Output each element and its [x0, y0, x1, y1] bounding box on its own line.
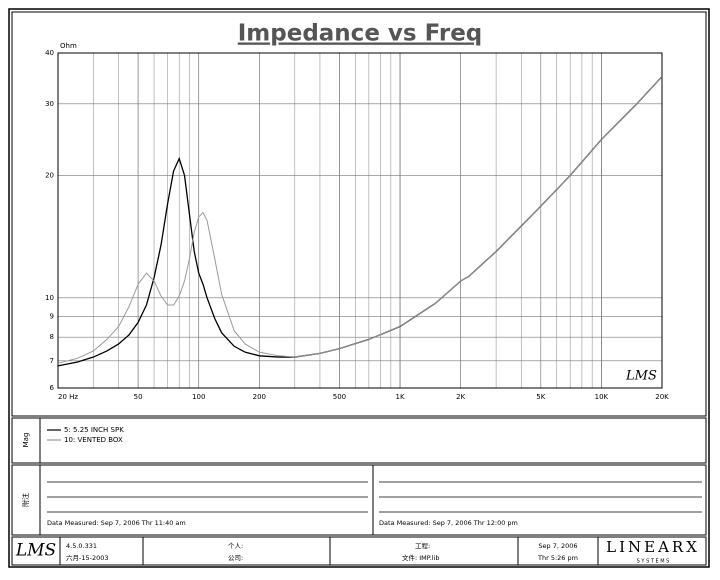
note-lines [47, 481, 702, 513]
footer [11, 536, 707, 566]
file: 文件: IMP.lib [402, 553, 440, 562]
brand: LINEARX [606, 538, 700, 556]
footer-time: Thr 5:26 pm [537, 554, 578, 562]
corner-logo: LMS [625, 369, 657, 384]
company: 公司: [228, 554, 243, 562]
y-tick-label: 20 [45, 171, 54, 179]
legend-panel [11, 417, 707, 464]
x-tick-label: 1K [396, 393, 405, 401]
legend: 5: 5.25 INCH SPK 10: VENTED BOX [47, 426, 124, 444]
x-tick-label: 200 [253, 393, 266, 401]
footer-date: Sep 7, 2006 [538, 542, 577, 550]
y-tick-label: 7 [50, 357, 54, 365]
plot-background [58, 53, 662, 388]
legend-label: 5: 5.25 INCH SPK [64, 426, 124, 434]
measured-left: Data Measured: Sep 7, 2006 Thr 11:40 am [47, 519, 186, 527]
chart-title: Impedance vs Freq [238, 21, 483, 47]
notes-label: 附注 [21, 493, 30, 507]
x-tick-label: 20K [655, 393, 669, 401]
y-tick-label: 30 [45, 100, 54, 108]
y-tick-label: 10 [45, 294, 54, 302]
plot-border [57, 52, 663, 389]
notes-panel [11, 464, 707, 536]
footer-dividers [59, 537, 599, 565]
x-tick-label: 5K [536, 393, 545, 401]
plot-area: 20 Hz 50 100 200 500 1K 2K 5K 10K 20K 6 7 8 9 10 20 30 40… [45, 49, 669, 401]
y-tick-label: 40 [45, 49, 54, 57]
x-tick-label: 10K [595, 393, 609, 401]
x-tick-label: 100 [192, 393, 205, 401]
y-tick-label: 8 [50, 333, 54, 341]
legend-panel-label: Mag [22, 433, 30, 448]
x-tick-label: 50 [134, 393, 143, 401]
legend-label: 10: VENTED BOX [64, 436, 123, 444]
y-tick-label: 9 [50, 312, 54, 320]
x-tick-label: 20 Hz [58, 393, 78, 401]
version: 4.5.0.331 [66, 542, 97, 550]
x-tick-label: 500 [333, 393, 346, 401]
footer-logo: LMS [15, 541, 56, 561]
series-line [57, 76, 663, 364]
personal: 个人: [228, 542, 243, 550]
y-axis-label: Ohm [60, 42, 77, 50]
measured-right: Data Measured: Sep 7, 2006 Thr 12:00 pm [379, 519, 518, 527]
brand-sub: S Y S T E M S [637, 559, 670, 565]
y-tick-label: 6 [50, 384, 55, 392]
project: 工程: [415, 541, 430, 550]
x-tick-label: 2K [456, 393, 465, 401]
version-date: 六月-15-2003 [66, 553, 109, 562]
